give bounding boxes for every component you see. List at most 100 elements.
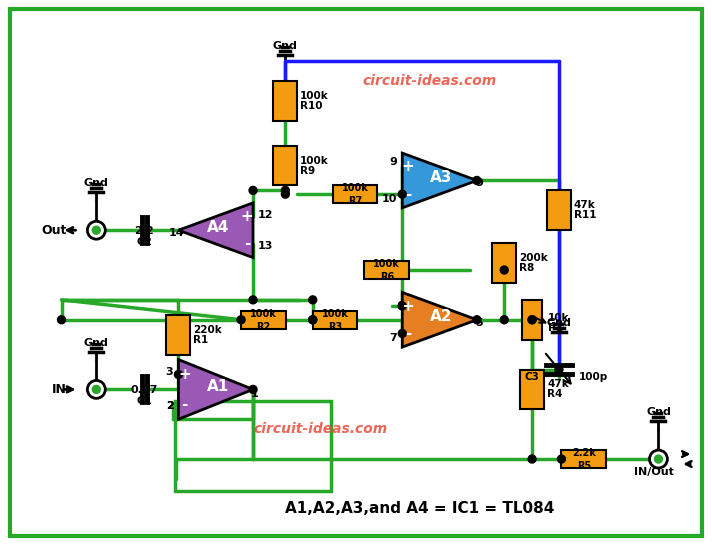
Text: Out: Out xyxy=(41,223,66,237)
Text: +: + xyxy=(402,159,414,174)
Text: Gnd: Gnd xyxy=(646,407,671,417)
Text: C2: C2 xyxy=(136,237,152,247)
Text: 12: 12 xyxy=(258,209,273,220)
Text: R9: R9 xyxy=(300,166,315,175)
Text: +: + xyxy=(241,209,253,224)
Text: 100k: 100k xyxy=(322,309,349,319)
Bar xyxy=(167,315,190,355)
Bar xyxy=(241,311,286,329)
Text: 2.2: 2.2 xyxy=(134,226,154,236)
Text: 3: 3 xyxy=(166,367,174,378)
Circle shape xyxy=(398,190,407,198)
Text: 100k: 100k xyxy=(300,155,329,166)
Bar xyxy=(313,311,357,329)
Bar xyxy=(175,401,330,491)
Bar xyxy=(273,146,298,185)
Circle shape xyxy=(398,302,407,310)
Text: IN: IN xyxy=(51,383,66,396)
Circle shape xyxy=(58,316,66,324)
Text: -: - xyxy=(244,237,250,251)
Polygon shape xyxy=(402,293,477,347)
Circle shape xyxy=(237,316,245,324)
Polygon shape xyxy=(402,153,477,208)
Text: R11: R11 xyxy=(574,210,597,220)
Circle shape xyxy=(281,190,289,198)
Bar xyxy=(492,243,516,283)
Circle shape xyxy=(249,385,257,393)
Circle shape xyxy=(93,385,100,393)
Text: circuit-ideas.com: circuit-ideas.com xyxy=(362,74,497,88)
Circle shape xyxy=(649,450,667,468)
Circle shape xyxy=(473,316,481,324)
Text: 2: 2 xyxy=(166,401,174,411)
Text: 14: 14 xyxy=(169,228,184,238)
Text: 100k: 100k xyxy=(342,183,368,193)
Circle shape xyxy=(398,330,407,337)
Text: R10: R10 xyxy=(300,101,323,111)
Text: A1,A2,A3,and A4 = IC1 = TL084: A1,A2,A3,and A4 = IC1 = TL084 xyxy=(285,501,555,516)
Bar xyxy=(547,190,571,230)
Text: 47k: 47k xyxy=(547,379,569,390)
Text: 5: 5 xyxy=(475,318,483,328)
Text: 9: 9 xyxy=(389,157,397,167)
Text: 200k: 200k xyxy=(519,253,548,263)
Circle shape xyxy=(249,186,257,195)
Circle shape xyxy=(654,455,662,463)
Circle shape xyxy=(88,380,105,398)
Bar xyxy=(273,81,298,121)
Text: Gnd: Gnd xyxy=(84,178,109,189)
Circle shape xyxy=(501,316,508,324)
Circle shape xyxy=(309,296,317,304)
Text: 100k: 100k xyxy=(373,259,400,269)
Text: +: + xyxy=(402,299,414,313)
Text: 9: 9 xyxy=(475,178,483,189)
Text: 2: 2 xyxy=(166,401,174,411)
Text: Gnd: Gnd xyxy=(547,318,572,328)
Circle shape xyxy=(528,316,536,324)
Bar xyxy=(365,261,409,279)
Text: C3: C3 xyxy=(524,372,539,383)
Circle shape xyxy=(281,186,289,195)
Text: -: - xyxy=(405,326,412,341)
Circle shape xyxy=(93,226,100,234)
Circle shape xyxy=(309,316,317,324)
Text: 100p: 100p xyxy=(579,372,608,383)
Circle shape xyxy=(174,371,182,378)
Text: A1: A1 xyxy=(206,379,229,394)
Text: 100k: 100k xyxy=(300,91,329,101)
Bar xyxy=(522,300,542,340)
Circle shape xyxy=(309,316,317,324)
Text: R8: R8 xyxy=(519,263,535,273)
Text: 10k: 10k xyxy=(548,313,570,323)
Text: circuit-ideas.com: circuit-ideas.com xyxy=(253,422,387,436)
Bar xyxy=(562,450,606,468)
Text: 100k: 100k xyxy=(250,309,277,319)
Text: 1: 1 xyxy=(251,389,259,399)
Text: R5: R5 xyxy=(577,461,591,471)
Circle shape xyxy=(249,296,257,304)
Bar xyxy=(333,185,377,203)
Polygon shape xyxy=(179,203,253,258)
Text: A3: A3 xyxy=(430,170,453,185)
Text: 0.27: 0.27 xyxy=(130,385,158,395)
Circle shape xyxy=(557,455,565,463)
Text: C1: C1 xyxy=(136,396,152,407)
Text: 220k: 220k xyxy=(194,325,222,335)
Circle shape xyxy=(88,221,105,239)
Text: R3: R3 xyxy=(328,322,342,332)
Circle shape xyxy=(555,366,563,373)
Circle shape xyxy=(473,177,481,184)
Text: 13: 13 xyxy=(258,241,273,251)
Text: R6: R6 xyxy=(379,272,394,282)
Text: 10: 10 xyxy=(382,194,397,204)
Text: Gnd: Gnd xyxy=(273,41,298,51)
Text: IN/Out: IN/Out xyxy=(634,467,674,477)
Text: +: + xyxy=(178,367,191,382)
Text: P1: P1 xyxy=(548,323,563,332)
Circle shape xyxy=(528,455,536,463)
Bar xyxy=(520,370,544,409)
Text: 2.2k: 2.2k xyxy=(572,448,596,458)
Text: A4: A4 xyxy=(206,220,229,235)
Text: R4: R4 xyxy=(547,389,562,399)
Polygon shape xyxy=(179,360,253,419)
